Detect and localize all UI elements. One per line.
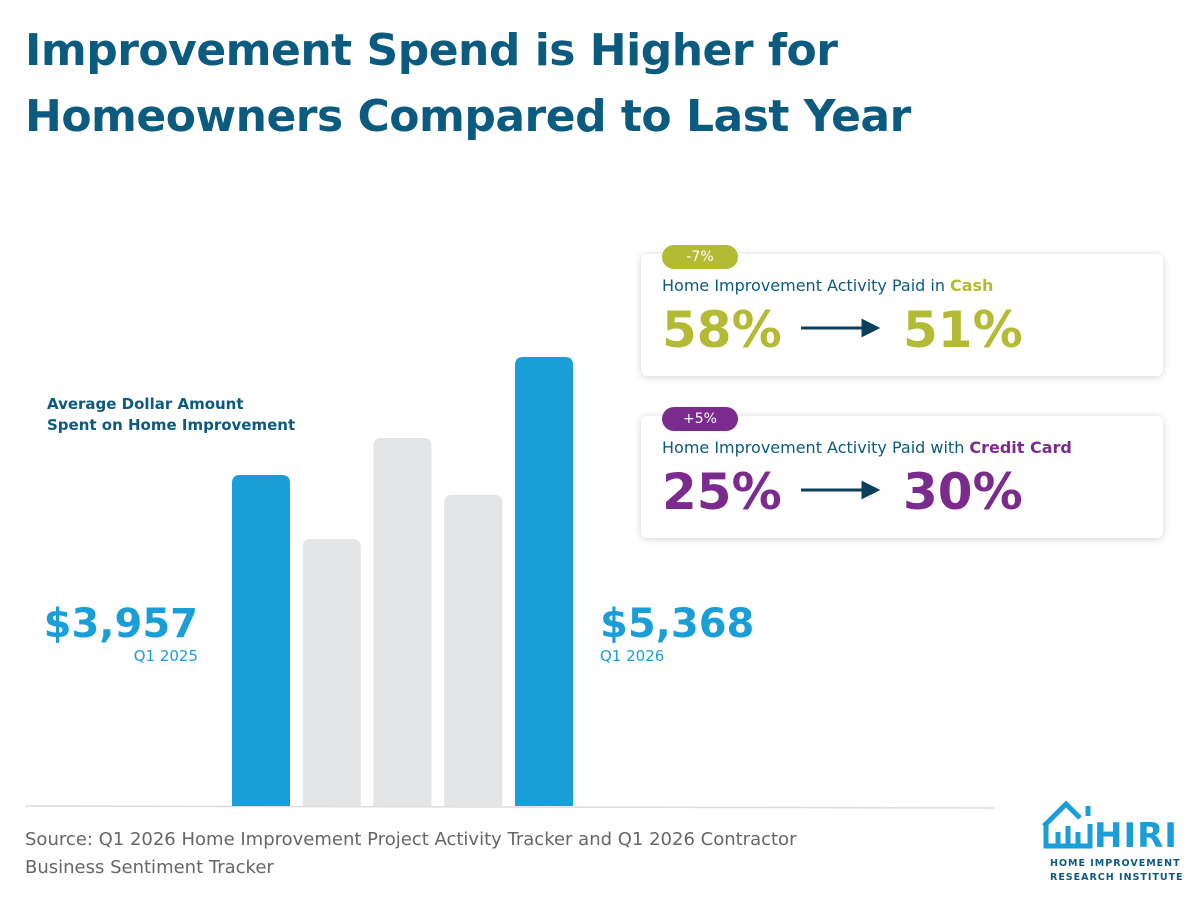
source: Source: Q1 2026 Home Improvement Project… — [25, 826, 796, 882]
chart-label: Average Dollar Amount Spent on Home Impr… — [47, 394, 295, 436]
arrow — [801, 480, 881, 500]
chart-label-line: Spent on Home Improvement — [47, 416, 296, 434]
source-line: Source: Q1 2026 Home Improvement Project… — [25, 829, 797, 850]
card-highlight: Cash — [949, 276, 994, 295]
source-line: Business Sentiment Tracker — [25, 857, 274, 878]
to-value: 30% — [903, 463, 1023, 521]
baseline — [24, 805, 996, 809]
from-value: 25% — [662, 463, 782, 521]
card-label: Home Improvement Activity Paid in Cash — [662, 276, 993, 295]
card-highlight: Credit Card — [969, 438, 1072, 457]
page-title: Improvement Spend is Higher for Homeowne… — [25, 18, 911, 150]
arrow-shape — [801, 318, 881, 338]
category-label: Q1 2026 — [600, 647, 664, 665]
value-label: $3,957 — [44, 601, 198, 647]
bar — [515, 357, 573, 806]
card-label: Home Improvement Activity Paid with Credi… — [662, 438, 1072, 457]
logo: HIRI HOME IMPROVEMENT RESEARCH INSTITUTE — [1040, 796, 1200, 886]
arrow-shape — [801, 480, 881, 500]
logo-mark: HIRI — [1094, 816, 1178, 856]
badge: +5% — [662, 407, 738, 431]
bar — [232, 475, 290, 806]
logo-icon — [1042, 800, 1093, 849]
card: -7% Home Improvement Activity Paid in Cash… — [641, 245, 1163, 376]
bar — [444, 494, 503, 806]
bar — [373, 437, 432, 806]
logo-line: HOME IMPROVEMENT — [1050, 858, 1181, 869]
card-label-text: Home Improvement Activity Paid in — [662, 276, 945, 295]
arrow — [801, 318, 881, 338]
from-value: 58% — [662, 301, 782, 359]
value-label: $5,368 — [600, 601, 754, 647]
logo-line: RESEARCH INSTITUTE — [1050, 872, 1184, 883]
card: +5% Home Improvement Activity Paid with Cr… — [641, 407, 1163, 538]
title-line: Homeowners Compared to Last Year — [25, 91, 911, 142]
logo-bars — [1055, 826, 1081, 846]
card-label-text: Home Improvement Activity Paid with — [662, 438, 965, 457]
badge: -7% — [662, 245, 738, 269]
category-label: Q1 2025 — [134, 647, 198, 665]
bar — [302, 539, 361, 806]
title-line: Improvement Spend is Higher for — [25, 25, 838, 76]
chart-label-line: Average Dollar Amount — [47, 395, 244, 413]
to-value: 51% — [903, 301, 1023, 359]
